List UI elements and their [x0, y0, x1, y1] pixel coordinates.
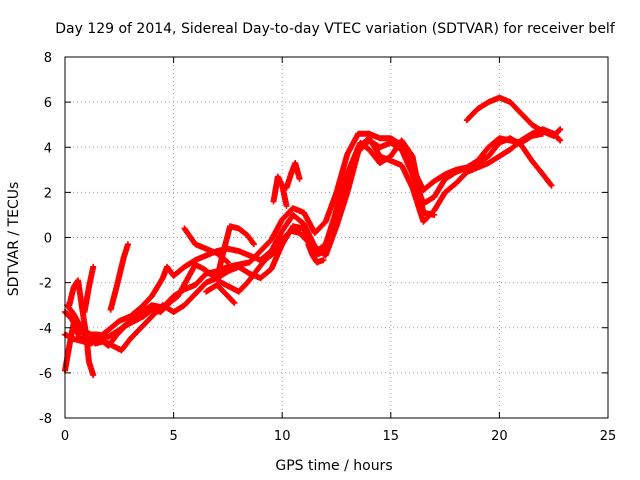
axis-ticks: 0 5 10 15 20 25 -8 -6 -4 -2 0 2 4 6 8 [39, 51, 616, 444]
data-point [231, 299, 238, 306]
data-points [62, 94, 564, 379]
y-tick-label: 2 [44, 186, 52, 201]
data-point [556, 127, 563, 134]
series-spike-8 [283, 160, 303, 191]
grid-lines [65, 57, 608, 418]
data-point [250, 241, 257, 248]
series-spike-7 [270, 173, 290, 209]
chart-title: Day 129 of 2014, Sidereal Day-to-day VTE… [55, 21, 616, 37]
data-point [556, 136, 563, 143]
series-arc-1 [62, 130, 546, 347]
y-axis-label: SDTVAR / TECUs [6, 182, 22, 297]
data-point [90, 263, 97, 270]
series-spike-2 [81, 263, 97, 315]
data-point [557, 126, 564, 133]
data-point [124, 241, 131, 248]
y-tick-label: -8 [39, 412, 52, 427]
x-tick-label: 0 [61, 429, 69, 444]
series-spike-3 [107, 241, 131, 313]
x-tick-label: 25 [600, 429, 617, 444]
y-tick-label: 4 [44, 141, 52, 156]
data-point [547, 181, 554, 188]
plot-frame [64, 56, 609, 419]
x-axis-label: GPS time / hours [275, 458, 392, 474]
data-point [548, 182, 555, 189]
data-point [320, 257, 327, 264]
y-tick-label: -6 [39, 367, 52, 382]
series-arc-4 [64, 137, 438, 349]
series-spike-6 [214, 223, 257, 282]
y-tick-label: 6 [44, 96, 52, 111]
x-tick-label: 5 [169, 429, 177, 444]
series-spike-5 [203, 281, 238, 306]
x-tick-label: 20 [491, 429, 508, 444]
data-point [90, 372, 97, 379]
series-arc-5 [463, 94, 564, 139]
data-point [431, 211, 438, 218]
series-spike-9 [305, 241, 327, 266]
y-tick-label: -4 [39, 322, 52, 337]
data-point [224, 259, 231, 266]
y-tick-label: 0 [44, 232, 52, 247]
y-tick-label: -2 [39, 277, 52, 292]
data-point [557, 137, 564, 144]
data-point [230, 298, 237, 305]
data-point [296, 175, 303, 182]
y-tick-label: 8 [44, 51, 52, 66]
x-tick-label: 15 [383, 429, 400, 444]
data-point [223, 258, 230, 265]
x-tick-label: 10 [274, 429, 291, 444]
data-point [283, 202, 290, 209]
data-point [250, 240, 257, 247]
